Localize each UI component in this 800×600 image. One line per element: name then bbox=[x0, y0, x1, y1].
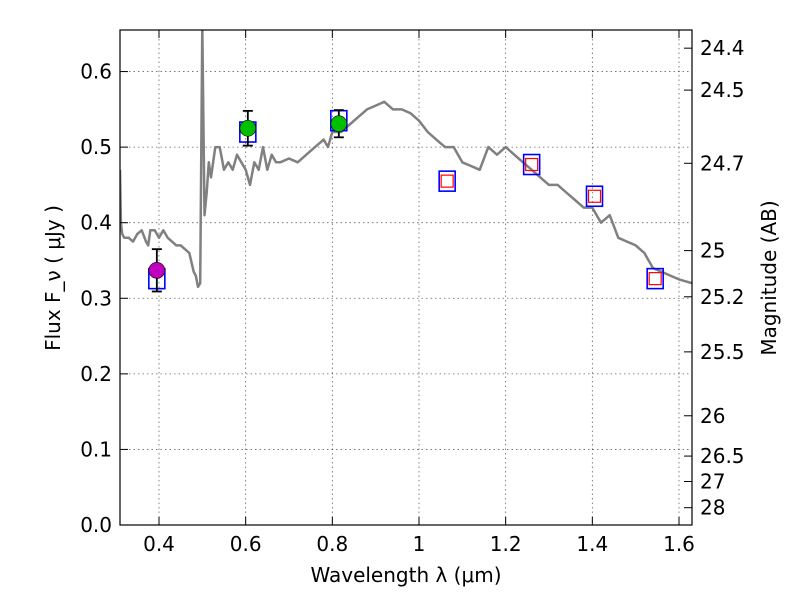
x-tick-label: 0.4 bbox=[143, 532, 175, 556]
x-axis-label: Wavelength λ (μm) bbox=[310, 563, 501, 587]
right-tick-label: 25.5 bbox=[700, 340, 745, 364]
upper-limit-square bbox=[525, 157, 539, 172]
right-tick-label: 24.7 bbox=[700, 151, 745, 175]
upper-limit-square bbox=[440, 174, 454, 188]
y-tick-label: 0.0 bbox=[80, 513, 112, 537]
tick-labels: 0.4 0.6 0.8 1 1.2 1.4 1.6 0.0 0.1 0.2 0.3 0.4 0.5 0.6… bbox=[80, 36, 744, 556]
x-tick-label: 1.4 bbox=[576, 532, 608, 556]
right-tick-label: 27 bbox=[700, 470, 725, 494]
right-tick-label: 24.5 bbox=[700, 78, 745, 102]
observed-flux-point bbox=[330, 115, 348, 133]
right-tick-label: 25 bbox=[700, 239, 725, 263]
observed-flux-point bbox=[239, 119, 257, 137]
synthetic-photometry-square bbox=[438, 170, 456, 192]
photometry-markers bbox=[148, 109, 664, 293]
right-tick-label: 28 bbox=[700, 496, 725, 520]
x-tick-label: 0.8 bbox=[316, 532, 348, 556]
upper-limit-square bbox=[648, 272, 662, 286]
spectrum-line bbox=[120, 30, 692, 289]
grid-lines bbox=[120, 30, 692, 526]
right-tick-label: 26 bbox=[700, 404, 725, 428]
x-tick-label: 1.2 bbox=[490, 532, 522, 556]
right-tick-label: 26.5 bbox=[700, 444, 745, 468]
observed-flux-point bbox=[148, 262, 166, 279]
right-tick-label: 24.4 bbox=[700, 36, 745, 60]
x-tick-label: 1 bbox=[413, 532, 426, 556]
synthetic-photometry-square bbox=[522, 153, 541, 176]
x-tick-label: 0.6 bbox=[230, 532, 262, 556]
right-tick-label: 25.2 bbox=[700, 285, 745, 309]
y-tick-label: 0.5 bbox=[80, 135, 112, 159]
y-tick-label: 0.2 bbox=[80, 362, 112, 386]
y-tick-label: 0.1 bbox=[80, 437, 112, 461]
y-axis-right-label: Magnitude (AB) bbox=[757, 200, 781, 355]
synthetic-photometry-square bbox=[646, 267, 664, 290]
y-tick-label: 0.6 bbox=[80, 60, 112, 84]
x-tick-label: 1.6 bbox=[663, 532, 695, 556]
y-tick-label: 0.3 bbox=[80, 286, 112, 310]
synthetic-photometry-square bbox=[585, 185, 604, 208]
y-axis-label: Flux F_ν ( μJy ) bbox=[41, 205, 65, 351]
axis-ticks bbox=[120, 30, 692, 526]
y-tick-label: 0.4 bbox=[80, 211, 112, 235]
plot-frame bbox=[119, 29, 693, 526]
upper-limit-square bbox=[587, 189, 602, 203]
plot-area bbox=[120, 30, 692, 293]
spectrum-layer bbox=[120, 30, 692, 289]
